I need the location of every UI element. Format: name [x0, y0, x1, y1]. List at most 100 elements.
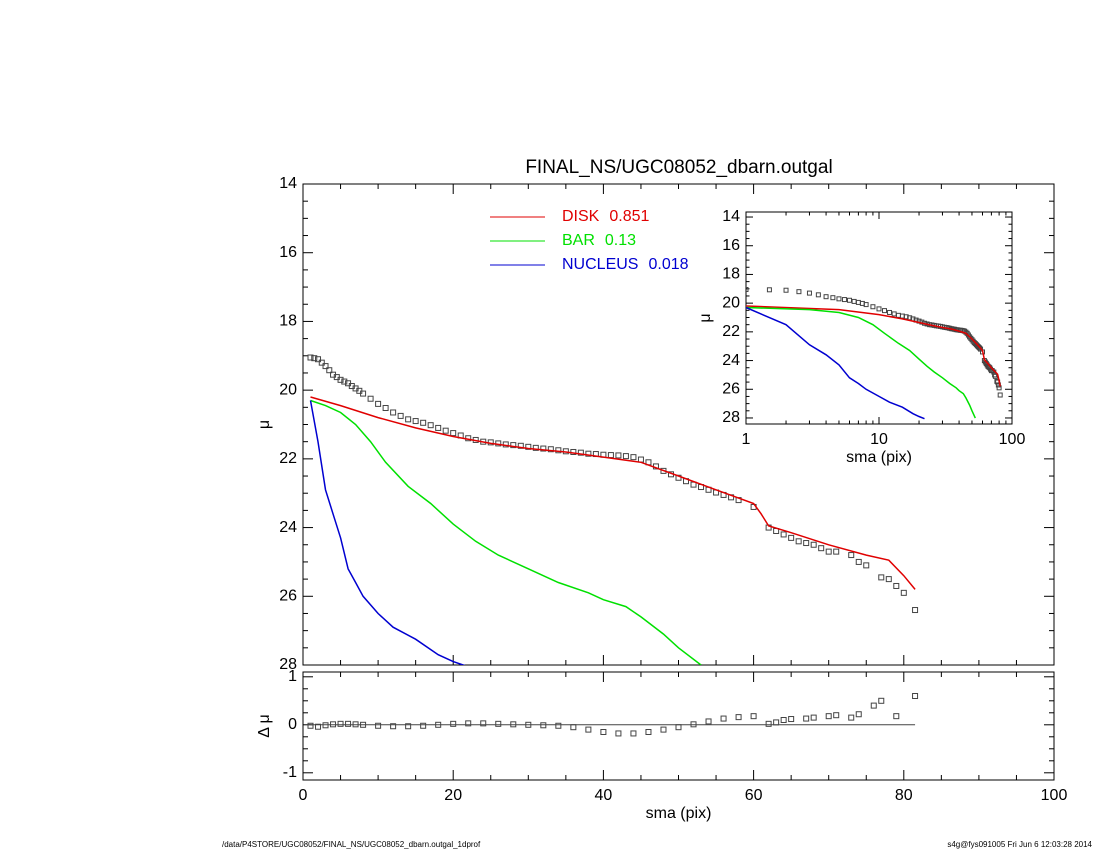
data-point [341, 378, 348, 385]
data-point [833, 548, 840, 555]
residual-point [803, 715, 810, 722]
data-point [532, 444, 539, 451]
data-point [912, 607, 919, 614]
residual-point [788, 716, 795, 723]
data-point [322, 363, 329, 370]
data-point [427, 422, 434, 429]
y-tick-label: 26 [722, 380, 740, 397]
residual-point [510, 721, 517, 728]
data-point [412, 418, 419, 425]
y-tick-label: 16 [279, 244, 297, 261]
residual-point [878, 697, 885, 704]
y-tick-label: 28 [722, 409, 740, 426]
data-point [510, 442, 517, 449]
footer-left: /data/P4STORE/UGC08052/FINAL_NS/UGC08052… [222, 840, 481, 849]
data-point [318, 359, 325, 366]
residual-point [465, 720, 472, 727]
series [309, 400, 466, 665]
residual-point [540, 722, 547, 729]
residual-point [735, 714, 742, 721]
residual-point [848, 714, 855, 721]
data-point [788, 534, 795, 541]
data-point [848, 552, 855, 559]
data-point [420, 419, 427, 426]
x-tick-label: 1 [742, 431, 751, 448]
data-point [615, 452, 622, 459]
series [746, 306, 976, 419]
data-point [525, 443, 532, 450]
legend-fraction: 0.018 [648, 256, 688, 273]
legend-fraction: 0.851 [609, 208, 649, 225]
data-point [442, 427, 449, 434]
residual-point [345, 720, 352, 727]
series [307, 354, 919, 614]
residual-point [690, 721, 697, 728]
y-axis-label: μ [256, 420, 273, 429]
data-point [878, 574, 885, 581]
legend-name: DISK [562, 208, 600, 225]
data-point [836, 296, 842, 302]
data-point [996, 385, 1002, 391]
residual-point [405, 723, 412, 730]
data-point [783, 287, 789, 293]
residual-point [870, 702, 877, 709]
residual-point [645, 729, 652, 735]
data-point [900, 589, 907, 596]
residual-point [480, 720, 487, 727]
residual-point [390, 723, 397, 730]
model-line [746, 306, 925, 420]
y-tick-label: 0 [288, 716, 297, 733]
x-tick-label: 20 [444, 787, 462, 804]
model-line [309, 400, 466, 665]
y-tick-label: 28 [279, 656, 297, 673]
data-point [555, 447, 562, 454]
residual-point [360, 721, 367, 728]
y-tick-label: 26 [279, 588, 297, 605]
residual-point [825, 713, 832, 720]
y-tick-label: 16 [722, 237, 740, 254]
residual-point [780, 717, 787, 723]
data-point [823, 294, 829, 300]
data-point [863, 302, 869, 308]
residual-point [773, 719, 780, 726]
data-point [622, 453, 629, 460]
y-tick-label: 1 [288, 668, 297, 685]
series [310, 399, 702, 665]
data-point [390, 409, 397, 416]
residual-point [315, 723, 322, 730]
data-point [311, 355, 318, 362]
legend-name: BAR [562, 232, 595, 249]
residual-point [912, 693, 919, 699]
data-point [307, 354, 314, 361]
data-point [315, 356, 322, 363]
residual-point [555, 722, 562, 729]
y-tick-label: 22 [722, 323, 740, 340]
x-tick-label: 40 [595, 787, 613, 804]
residual-point [450, 720, 457, 727]
data-point [382, 405, 389, 412]
data-point [810, 541, 817, 548]
data-point [977, 345, 983, 351]
y-axis-label: μ [697, 313, 714, 322]
data-point [997, 392, 1003, 398]
x-axis-label: sma (pix) [846, 449, 912, 466]
data-point [337, 376, 344, 383]
residual-point [352, 721, 359, 728]
data-point [855, 558, 862, 565]
residual-point [525, 721, 532, 728]
y-tick-label: 18 [722, 266, 740, 283]
data-point [547, 446, 554, 453]
data-point [630, 454, 637, 461]
data-point [517, 442, 524, 449]
x-tick-label: 60 [745, 787, 763, 804]
residual-point [750, 713, 757, 720]
y-tick-label: 24 [722, 352, 740, 369]
data-point [780, 531, 787, 538]
y-tick-label: 14 [279, 175, 297, 192]
y-tick-label: 18 [279, 313, 297, 330]
y-tick-label: 20 [722, 294, 740, 311]
x-tick-label: 100 [1041, 787, 1068, 804]
data-point [806, 290, 812, 296]
model-line [746, 305, 1001, 387]
residual-point [630, 730, 637, 737]
